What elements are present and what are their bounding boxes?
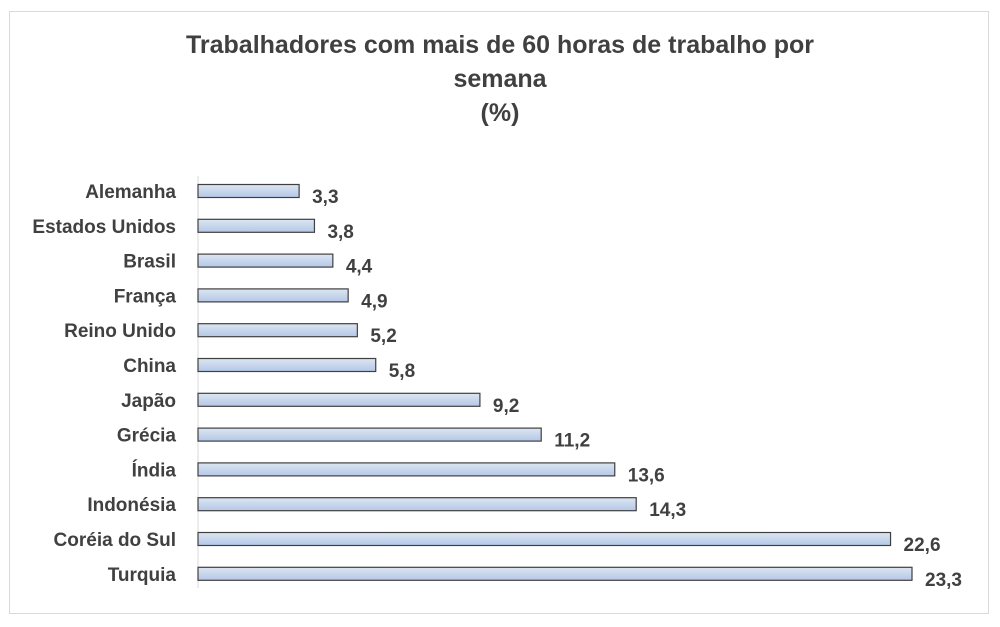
category-label: Brasil	[123, 252, 176, 273]
category-label: Coréia do Sul	[54, 530, 176, 551]
value-label: 11,2	[554, 431, 590, 452]
bar	[197, 323, 358, 338]
value-label: 3,8	[327, 222, 353, 243]
bar	[197, 427, 542, 442]
value-label: 4,9	[361, 291, 387, 312]
chart-title-line-1: Trabalhadores com mais de 60 horas de tr…	[186, 31, 814, 59]
chart-title: Trabalhadores com mais de 60 horas de tr…	[0, 28, 1000, 130]
value-label: 14,3	[649, 500, 686, 521]
category-label: China	[123, 356, 176, 377]
category-label: Grécia	[117, 426, 177, 447]
bar	[197, 357, 377, 373]
category-label: Estados Unidos	[32, 217, 176, 238]
bar	[197, 218, 316, 233]
category-label: Japão	[121, 391, 176, 412]
value-label: 9,2	[493, 396, 519, 417]
value-label: 5,2	[370, 326, 396, 347]
bar	[197, 531, 892, 547]
category-label: Turquia	[108, 565, 177, 586]
chart-title-line-3: (%)	[480, 99, 520, 127]
bar	[197, 183, 300, 199]
value-label: 13,6	[628, 465, 665, 486]
bar	[197, 392, 481, 407]
value-label: 22,6	[904, 535, 941, 556]
bar	[197, 288, 349, 303]
bar	[197, 462, 616, 477]
category-label: França	[114, 286, 177, 307]
value-label: 3,3	[312, 187, 338, 208]
bar	[197, 253, 334, 268]
chart-frame	[9, 11, 989, 614]
value-label: 23,3	[925, 570, 962, 591]
value-label: 4,4	[346, 257, 373, 278]
category-label: Alemanha	[85, 182, 176, 203]
value-label: 5,8	[389, 361, 415, 382]
category-label: Índia	[132, 459, 177, 481]
chart-title-line-2: semana	[453, 65, 547, 93]
category-label: Reino Unido	[64, 321, 176, 342]
bar	[197, 497, 637, 512]
category-label: Indonésia	[87, 495, 176, 516]
bar	[197, 566, 913, 581]
